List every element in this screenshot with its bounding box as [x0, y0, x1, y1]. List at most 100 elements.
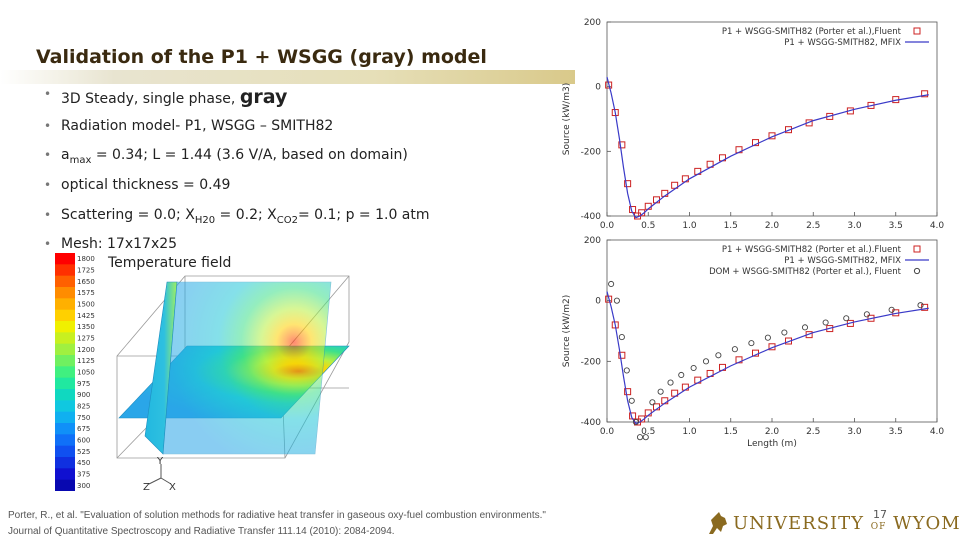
legend-swatch [55, 389, 75, 401]
x-tick-label: 3.5 [889, 221, 903, 231]
series-line [606, 76, 929, 219]
legend-swatch [55, 434, 75, 447]
y-axis-label: Source (kW/m3) [562, 83, 572, 155]
x-tick-label: 1.5 [724, 427, 738, 437]
legend-tick-label: 600 [77, 437, 90, 445]
temperature-field-label: Temperature field [108, 255, 232, 271]
citation-line: Porter, R., et al. "Evaluation of soluti… [8, 510, 546, 521]
legend-swatch [55, 264, 75, 277]
data-point-circle [667, 379, 674, 386]
university-logo: UNIVERSITY OF WYOMING [705, 510, 960, 540]
x-tick-label: 3.0 [847, 427, 862, 437]
bullet-dot-icon: • [44, 237, 52, 251]
y-tick-label: 0 [595, 297, 601, 307]
axis-y-label: Y [156, 456, 164, 467]
legend-swatch [55, 287, 75, 299]
data-point-circle [731, 346, 738, 353]
legend-square-marker [913, 245, 921, 253]
data-point-circle [618, 334, 625, 341]
data-point-square [921, 90, 929, 98]
bullet-text: = 0.1; p = 1.0 atm [297, 207, 430, 223]
data-point-circle [678, 371, 685, 379]
legend-swatch [55, 479, 75, 491]
legend-swatch [55, 400, 75, 413]
data-point-circle [764, 334, 771, 341]
logo-text: WYOMING [893, 513, 960, 534]
bullet-text: Scattering = 0.0; X [61, 207, 195, 223]
x-tick-label: 0.0 [600, 427, 615, 437]
page-number: 17 [873, 508, 887, 521]
legend-swatch [55, 468, 75, 481]
legend-swatch [55, 377, 75, 390]
legend-swatch [55, 445, 75, 458]
bullet-text: a [61, 147, 70, 163]
legend-tick-label: 1650 [77, 278, 95, 286]
legend-tick-label: 1500 [77, 301, 95, 309]
legend-tick-label: 1575 [77, 289, 95, 297]
legend-swatch [55, 253, 75, 265]
legend-swatch [55, 332, 75, 345]
x-tick-label: 0.5 [641, 427, 655, 437]
legend-tick-label: 975 [77, 380, 90, 388]
x-tick-label: 0.5 [641, 221, 655, 231]
series-line [606, 291, 929, 425]
legend-swatch [55, 321, 75, 333]
data-point-circle [888, 306, 895, 313]
legend-swatch [55, 423, 75, 435]
data-point-square [618, 351, 626, 359]
legend-tick-label: 750 [77, 414, 90, 422]
temperature-field-render: Y Z X [116, 275, 350, 493]
y-tick-label: -200 [581, 147, 602, 157]
legend-tick-label: 300 [77, 482, 90, 490]
bullet-dot-icon: • [44, 178, 52, 192]
axis-x-label: X [169, 482, 176, 493]
data-point-circle [690, 364, 697, 372]
legend-tick-label: 675 [77, 425, 90, 433]
data-point-square [624, 180, 632, 188]
legend-entry-label: P1 + WSGG-SMITH82, MFIX [784, 256, 901, 266]
bullet-text: optical thickness = 0.49 [61, 177, 231, 193]
data-point-circle [715, 352, 722, 359]
y-tick-label: 0 [595, 83, 601, 93]
legend-circle-marker [913, 267, 921, 275]
legend-tick-label: 1125 [77, 357, 95, 365]
data-point-circle [623, 367, 630, 374]
x-tick-label: 0.0 [600, 221, 615, 231]
legend-swatch [55, 411, 75, 424]
legend-tick-label: 1200 [77, 346, 95, 354]
data-point-circle [628, 397, 635, 404]
legend-swatch [55, 275, 75, 288]
y-tick-label: 200 [584, 18, 601, 28]
x-tick-label: 1.5 [724, 221, 738, 231]
data-point-circle [843, 315, 850, 322]
bullet-text: Radiation model- P1, WSGG – SMITH82 [61, 118, 334, 134]
x-tick-label: 2.0 [765, 221, 780, 231]
bullet-subscript: max [69, 154, 92, 166]
plot-frame [606, 21, 938, 217]
legend-tick-label: 900 [77, 391, 90, 399]
legend-tick-label: 1725 [77, 267, 95, 275]
data-point-square [671, 181, 679, 189]
citation: Porter, R., et al. "Evaluation of soluti… [8, 508, 546, 540]
legend-tick-label: 375 [77, 471, 90, 479]
axis-z-label: Z [143, 482, 150, 493]
legend-tick-label: 450 [77, 459, 90, 467]
logo-text: UNIVERSITY [733, 513, 865, 534]
x-tick-label: 1.0 [682, 221, 697, 231]
x-tick-label: 1.0 [682, 427, 697, 437]
y-tick-label: -400 [581, 212, 602, 222]
y-axis-label: Source (kW/m2) [562, 295, 572, 367]
x-tick-label: 4.0 [930, 221, 945, 231]
axial-slice [162, 281, 332, 455]
bullet-emphasis: gray [239, 86, 288, 108]
data-point-square [618, 141, 626, 149]
data-point-circle [917, 302, 924, 309]
legend-swatch [55, 343, 75, 356]
data-point-circle [636, 434, 644, 441]
y-tick-label: 200 [584, 236, 601, 246]
x-tick-label: 2.5 [806, 221, 820, 231]
legend-entry-label: P1 + WSGG-SMITH82 (Porter et al.).Fluent [722, 245, 902, 255]
data-point-circle [801, 324, 809, 331]
logo-text: OF [870, 522, 887, 532]
legend-tick-label: 1275 [77, 335, 95, 343]
